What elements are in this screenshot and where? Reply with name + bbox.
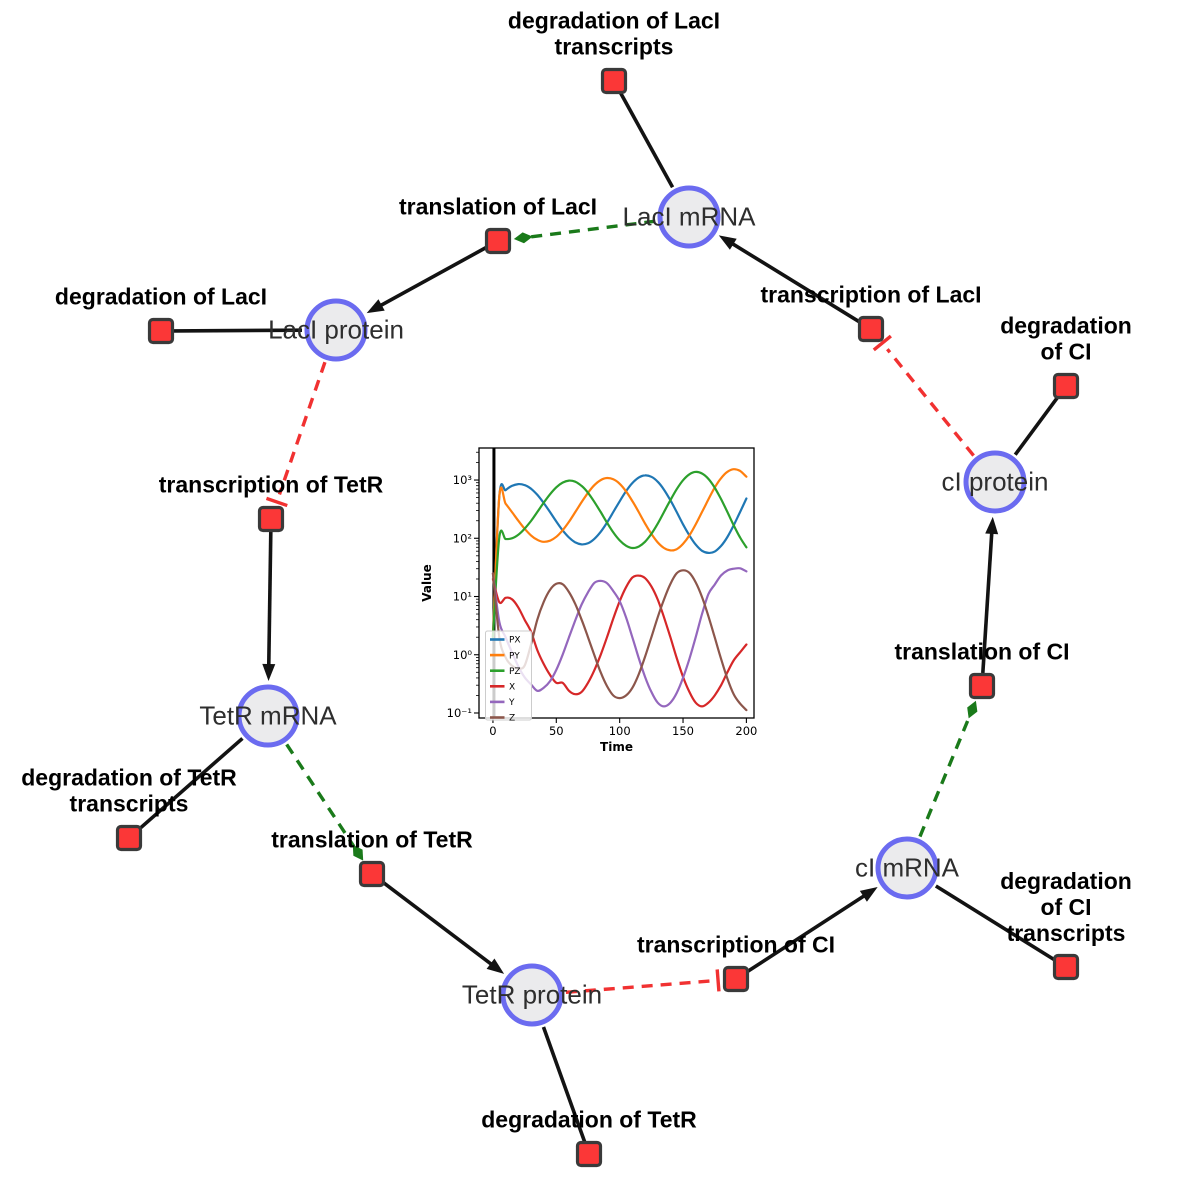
species-node-ci_protein[interactable] — [963, 450, 1027, 514]
y-tick-label: 10³ — [453, 473, 473, 487]
inhibition-tbar-icon — [715, 969, 721, 992]
reaction-node-deg_laci[interactable] — [147, 317, 175, 345]
inhibition-tbar-icon — [265, 496, 288, 508]
reaction-node-tc_tetr[interactable] — [257, 505, 285, 533]
modifier-diamond-icon — [352, 844, 364, 861]
y-axis: 10⁻¹ 10⁰ 10¹ 10² 10³ — [447, 451, 479, 720]
edge-modifier-ci_mrna-transl_ci — [918, 700, 978, 838]
arrowhead-icon — [262, 663, 276, 682]
reaction-node-tc_laci[interactable] — [857, 315, 885, 343]
series-line-PX — [491, 474, 748, 639]
series-line-Y — [491, 567, 748, 708]
x-axis-label: Time — [600, 740, 633, 754]
legend-label-PZ: PZ — [509, 667, 521, 677]
x-tick-label: 100 — [609, 724, 631, 738]
legend-label-X: X — [509, 683, 515, 693]
edge-production-transl_ci-ci_protein — [981, 516, 999, 674]
arrowhead-icon — [985, 516, 999, 535]
edge-consumption-ci_protein-deg_ci — [1013, 395, 1060, 456]
edge-consumption-tetr_mrna-deg_tetr_tx — [137, 737, 244, 831]
legend-label-Z: Z — [509, 714, 515, 724]
y-axis-label: Value — [420, 564, 434, 602]
edge-inhibition-tetr_protein-tc_ci — [565, 969, 721, 995]
edge-production-tc_laci-laci_mrna — [718, 235, 861, 324]
legend-label-PY: PY — [509, 651, 520, 661]
reaction-node-deg_tetr[interactable] — [575, 1140, 603, 1168]
modifier-diamond-icon — [513, 232, 533, 244]
inhibition-tbar-icon — [872, 334, 892, 352]
reaction-node-transl_tetr[interactable] — [358, 860, 386, 888]
reaction-node-deg_tetr_tx[interactable] — [115, 824, 143, 852]
arrowhead-icon — [718, 235, 737, 250]
y-tick-label: 10⁰ — [453, 648, 473, 662]
species-node-tetr_protein[interactable] — [500, 963, 564, 1027]
edge-consumption-ci_mrna-deg_ci_tx — [934, 884, 1056, 962]
legend-label-Y: Y — [508, 698, 515, 708]
chart-legend: PX PY PZ XYZ — [485, 630, 532, 724]
y-tick-label: 10⁻¹ — [447, 706, 472, 720]
series-line-Z — [491, 569, 748, 712]
chart-plot-area — [478, 447, 755, 719]
reaction-node-tc_ci[interactable] — [722, 965, 750, 993]
arrowhead-icon — [486, 958, 505, 974]
reaction-node-transl_laci[interactable] — [484, 227, 512, 255]
nodes-layer — [115, 67, 1080, 1168]
x-axis: 0 50 100 150 200 — [489, 718, 757, 738]
modifier-diamond-icon — [967, 700, 978, 719]
edge-inhibition-laci_protein-tc_tetr — [265, 361, 327, 508]
series-line-PZ — [491, 470, 748, 639]
edge-consumption-tetr_protein-deg_tetr — [541, 1026, 587, 1143]
x-tick-label: 200 — [735, 724, 757, 738]
species-node-tetr_mrna[interactable] — [236, 684, 300, 748]
reaction-node-deg_ci_tx[interactable] — [1052, 953, 1080, 981]
edge-modifier-laci_mrna-transl_laci — [513, 219, 656, 244]
species-node-ci_mrna[interactable] — [875, 836, 939, 900]
species-node-laci_mrna[interactable] — [657, 185, 721, 249]
series-line-PY — [491, 468, 748, 639]
edge-production-transl_laci-laci_protein — [366, 245, 488, 314]
species-node-laci_protein[interactable] — [304, 298, 368, 362]
y-tick-label: 10² — [453, 531, 472, 545]
arrowhead-icon — [859, 887, 878, 902]
edge-modifier-tetr_mrna-transl_tetr — [285, 743, 364, 861]
reaction-node-transl_ci[interactable] — [968, 672, 996, 700]
arrowhead-icon — [366, 299, 385, 314]
edge-consumption-laci_mrna-deg_laci_tx — [618, 91, 675, 189]
edges-layer — [137, 91, 1060, 1143]
legend-label-PX: PX — [509, 636, 521, 646]
edge-consumption-laci_protein-deg_laci — [173, 328, 303, 333]
x-tick-label: 150 — [672, 724, 694, 738]
y-tick-label: 10¹ — [453, 590, 472, 604]
series-curves — [491, 468, 748, 712]
x-tick-label: 50 — [549, 724, 564, 738]
edge-production-tc_ci-ci_mrna — [745, 887, 878, 974]
edge-inhibition-ci_protein-tc_laci — [872, 334, 975, 457]
reaction-node-deg_ci[interactable] — [1052, 372, 1080, 400]
reaction-node-deg_laci_tx[interactable] — [600, 67, 628, 95]
x-tick-label: 0 — [489, 724, 496, 738]
edge-production-transl_tetr-tetr_protein — [381, 880, 505, 974]
edge-production-tc_tetr-tetr_mrna — [262, 531, 276, 682]
